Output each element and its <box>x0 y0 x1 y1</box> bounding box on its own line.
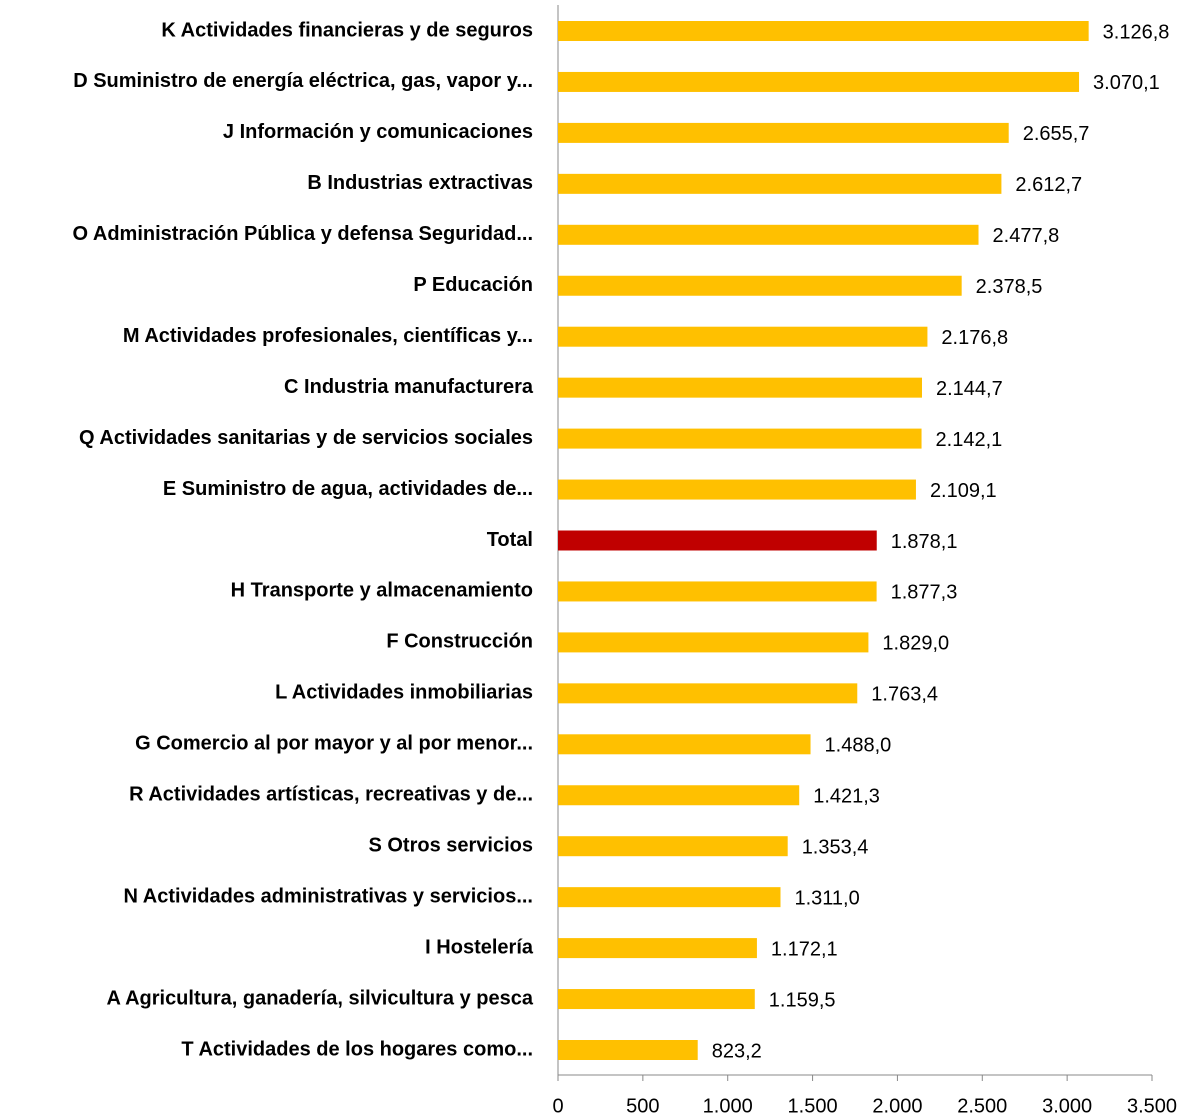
category-label: Total <box>487 529 533 551</box>
bar <box>558 21 1089 41</box>
value-label: 1.763,4 <box>871 684 938 706</box>
category-label: B Industrias extractivas <box>307 172 533 194</box>
x-tick-label: 2.500 <box>957 1095 1007 1116</box>
value-label: 2.144,7 <box>936 378 1003 400</box>
category-label: T Actividades de los hogares como... <box>181 1038 533 1060</box>
category-label: F Construcción <box>386 631 533 653</box>
category-label: O Administración Pública y defensa Segur… <box>73 223 533 245</box>
x-tick-label: 3.000 <box>1042 1095 1092 1116</box>
bar <box>558 836 788 857</box>
value-label: 823,2 <box>712 1040 762 1062</box>
x-tick-label: 500 <box>626 1095 659 1116</box>
value-label: 2.655,7 <box>1023 123 1090 145</box>
value-label: 2.477,8 <box>993 225 1060 247</box>
x-tick-label: 1.000 <box>703 1095 753 1116</box>
value-label: 3.070,1 <box>1093 72 1160 94</box>
bar <box>558 479 916 500</box>
value-label: 1.353,4 <box>802 836 869 858</box>
category-label: J Información y comunicaciones <box>223 121 533 143</box>
category-label: H Transporte y almacenamiento <box>231 580 533 602</box>
category-label: I Hostelería <box>425 936 534 958</box>
bar <box>558 71 1080 92</box>
value-label: 1.829,0 <box>882 633 949 655</box>
bar <box>558 275 962 296</box>
value-label: 1.878,1 <box>891 531 958 553</box>
category-label: S Otros servicios <box>368 834 533 856</box>
bar <box>558 173 1002 194</box>
category-label: K Actividades financieras y de seguros <box>161 19 533 41</box>
category-label: Q Actividades sanitarias y de servicios … <box>79 427 533 449</box>
value-label: 1.421,3 <box>813 786 880 808</box>
bar <box>558 989 755 1010</box>
bar <box>558 683 858 704</box>
bar <box>558 632 869 653</box>
x-tick-label: 2.000 <box>872 1095 922 1116</box>
category-label: M Actividades profesionales, científicas… <box>123 325 533 347</box>
value-label: 1.159,5 <box>769 989 836 1011</box>
bar <box>558 1040 698 1060</box>
category-label: A Agricultura, ganadería, silvicultura y… <box>107 987 534 1009</box>
category-label: D Suministro de energía eléctrica, gas, … <box>73 70 533 92</box>
value-label: 2.176,8 <box>941 327 1008 349</box>
bar <box>558 224 979 245</box>
category-label: C Industria manufacturera <box>284 376 534 398</box>
category-label: E Suministro de agua, actividades de... <box>163 478 533 500</box>
bar <box>558 938 757 959</box>
x-tick-label: 0 <box>552 1095 563 1116</box>
value-label: 2.109,1 <box>930 480 997 502</box>
bar <box>558 428 922 449</box>
value-label: 2.142,1 <box>936 429 1003 451</box>
value-label: 1.877,3 <box>891 582 958 604</box>
category-label: N Actividades administrativas y servicio… <box>124 885 533 907</box>
value-label: 1.172,1 <box>771 938 838 960</box>
bar <box>558 734 811 755</box>
value-label: 3.126,8 <box>1103 21 1170 43</box>
bar <box>558 326 928 347</box>
value-label: 2.612,7 <box>1015 174 1082 196</box>
bar <box>558 122 1009 143</box>
bar <box>558 887 781 908</box>
bar <box>558 377 922 398</box>
value-label: 1.311,0 <box>794 887 859 909</box>
category-label: G Comercio al por mayor y al por menor..… <box>135 733 533 755</box>
category-label: R Actividades artísticas, recreativas y … <box>129 784 533 806</box>
bar <box>558 581 877 602</box>
x-tick-label: 3.500 <box>1127 1095 1177 1116</box>
bar <box>558 530 877 551</box>
category-label: L Actividades inmobiliarias <box>275 682 533 704</box>
value-label: 1.488,0 <box>825 735 892 757</box>
bar <box>558 785 800 806</box>
x-tick-label: 1.500 <box>788 1095 838 1116</box>
category-label: P Educación <box>413 274 533 296</box>
value-label: 2.378,5 <box>976 276 1043 298</box>
